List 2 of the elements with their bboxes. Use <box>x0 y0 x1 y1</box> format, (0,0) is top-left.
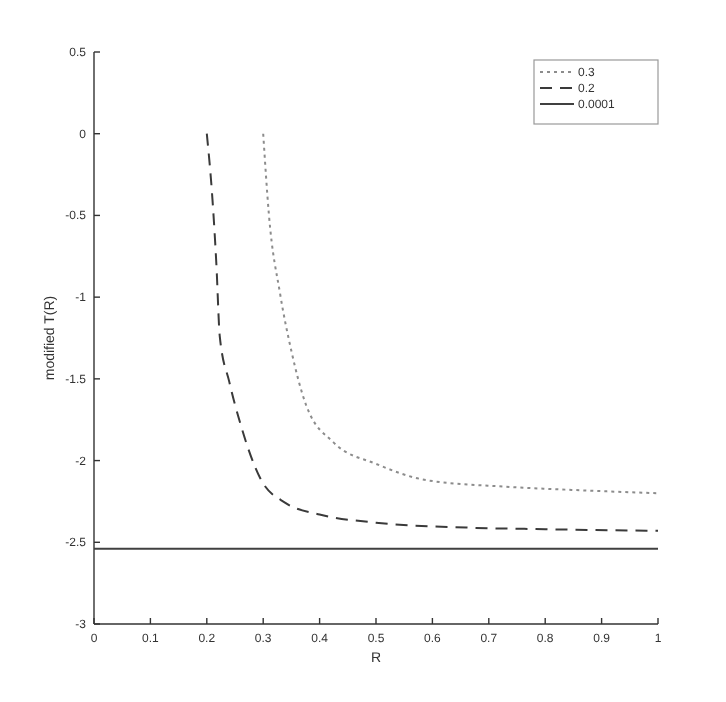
line-series <box>262 132 659 495</box>
line-series <box>205 132 659 532</box>
